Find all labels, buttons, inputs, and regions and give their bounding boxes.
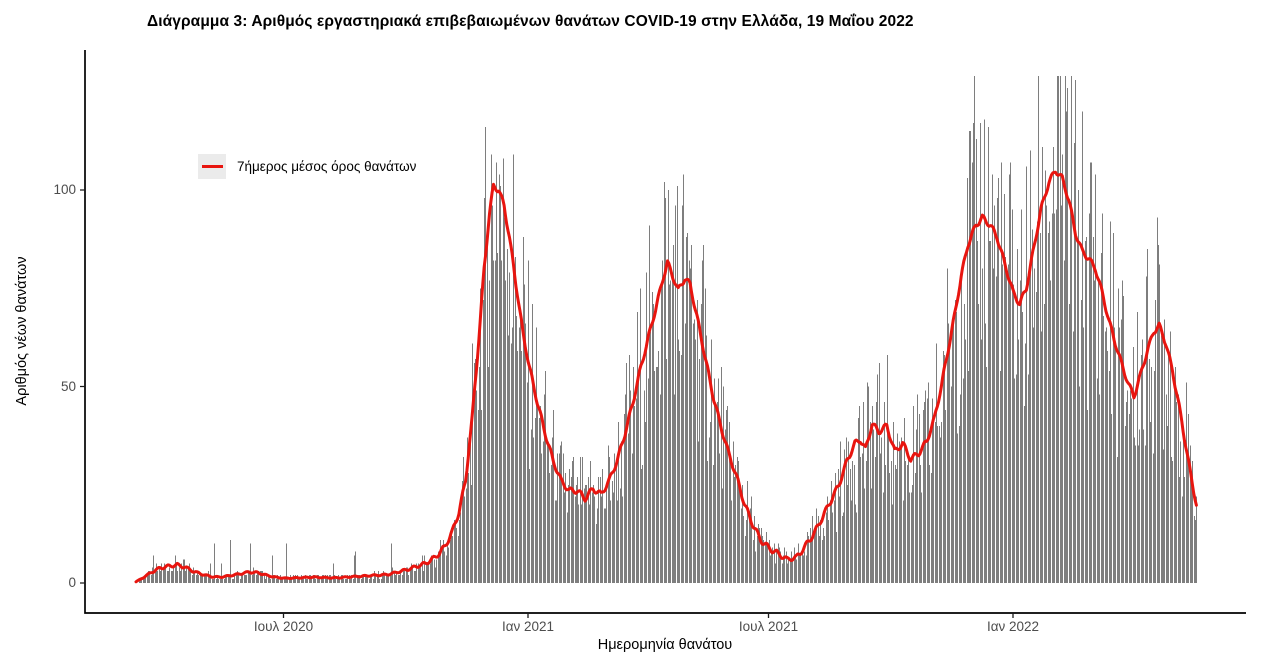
legend: 7ήμερος μέσος όρος θανάτων [198, 154, 416, 179]
chart-title: Διάγραμμα 3: Αριθμός εργαστηριακά επιβεβ… [147, 13, 914, 30]
x-tick-label: Ιαν 2021 [501, 619, 555, 634]
red-line-icon [201, 165, 223, 168]
y-tick-label: 0 [68, 575, 76, 590]
moving-average-line [134, 170, 1198, 584]
axis-lines [84, 50, 1246, 614]
y-tick-label: 100 [53, 182, 76, 197]
bars-series [138, 76, 1198, 583]
x-tick-label: Ιουλ 2020 [253, 619, 314, 634]
legend-key [198, 154, 226, 179]
x-axis-title: Ημερομηνία θανάτου [597, 637, 733, 653]
legend-label: 7ήμερος μέσος όρος θανάτων [237, 159, 417, 174]
y-axis-title: Αριθμός νέων θανάτων [14, 256, 30, 406]
tick-marks [80, 189, 1014, 618]
x-tick-label: Ιαν 2022 [986, 619, 1040, 634]
x-tick-label: Ιουλ 2021 [738, 619, 799, 634]
y-tick-label: 50 [60, 378, 76, 394]
